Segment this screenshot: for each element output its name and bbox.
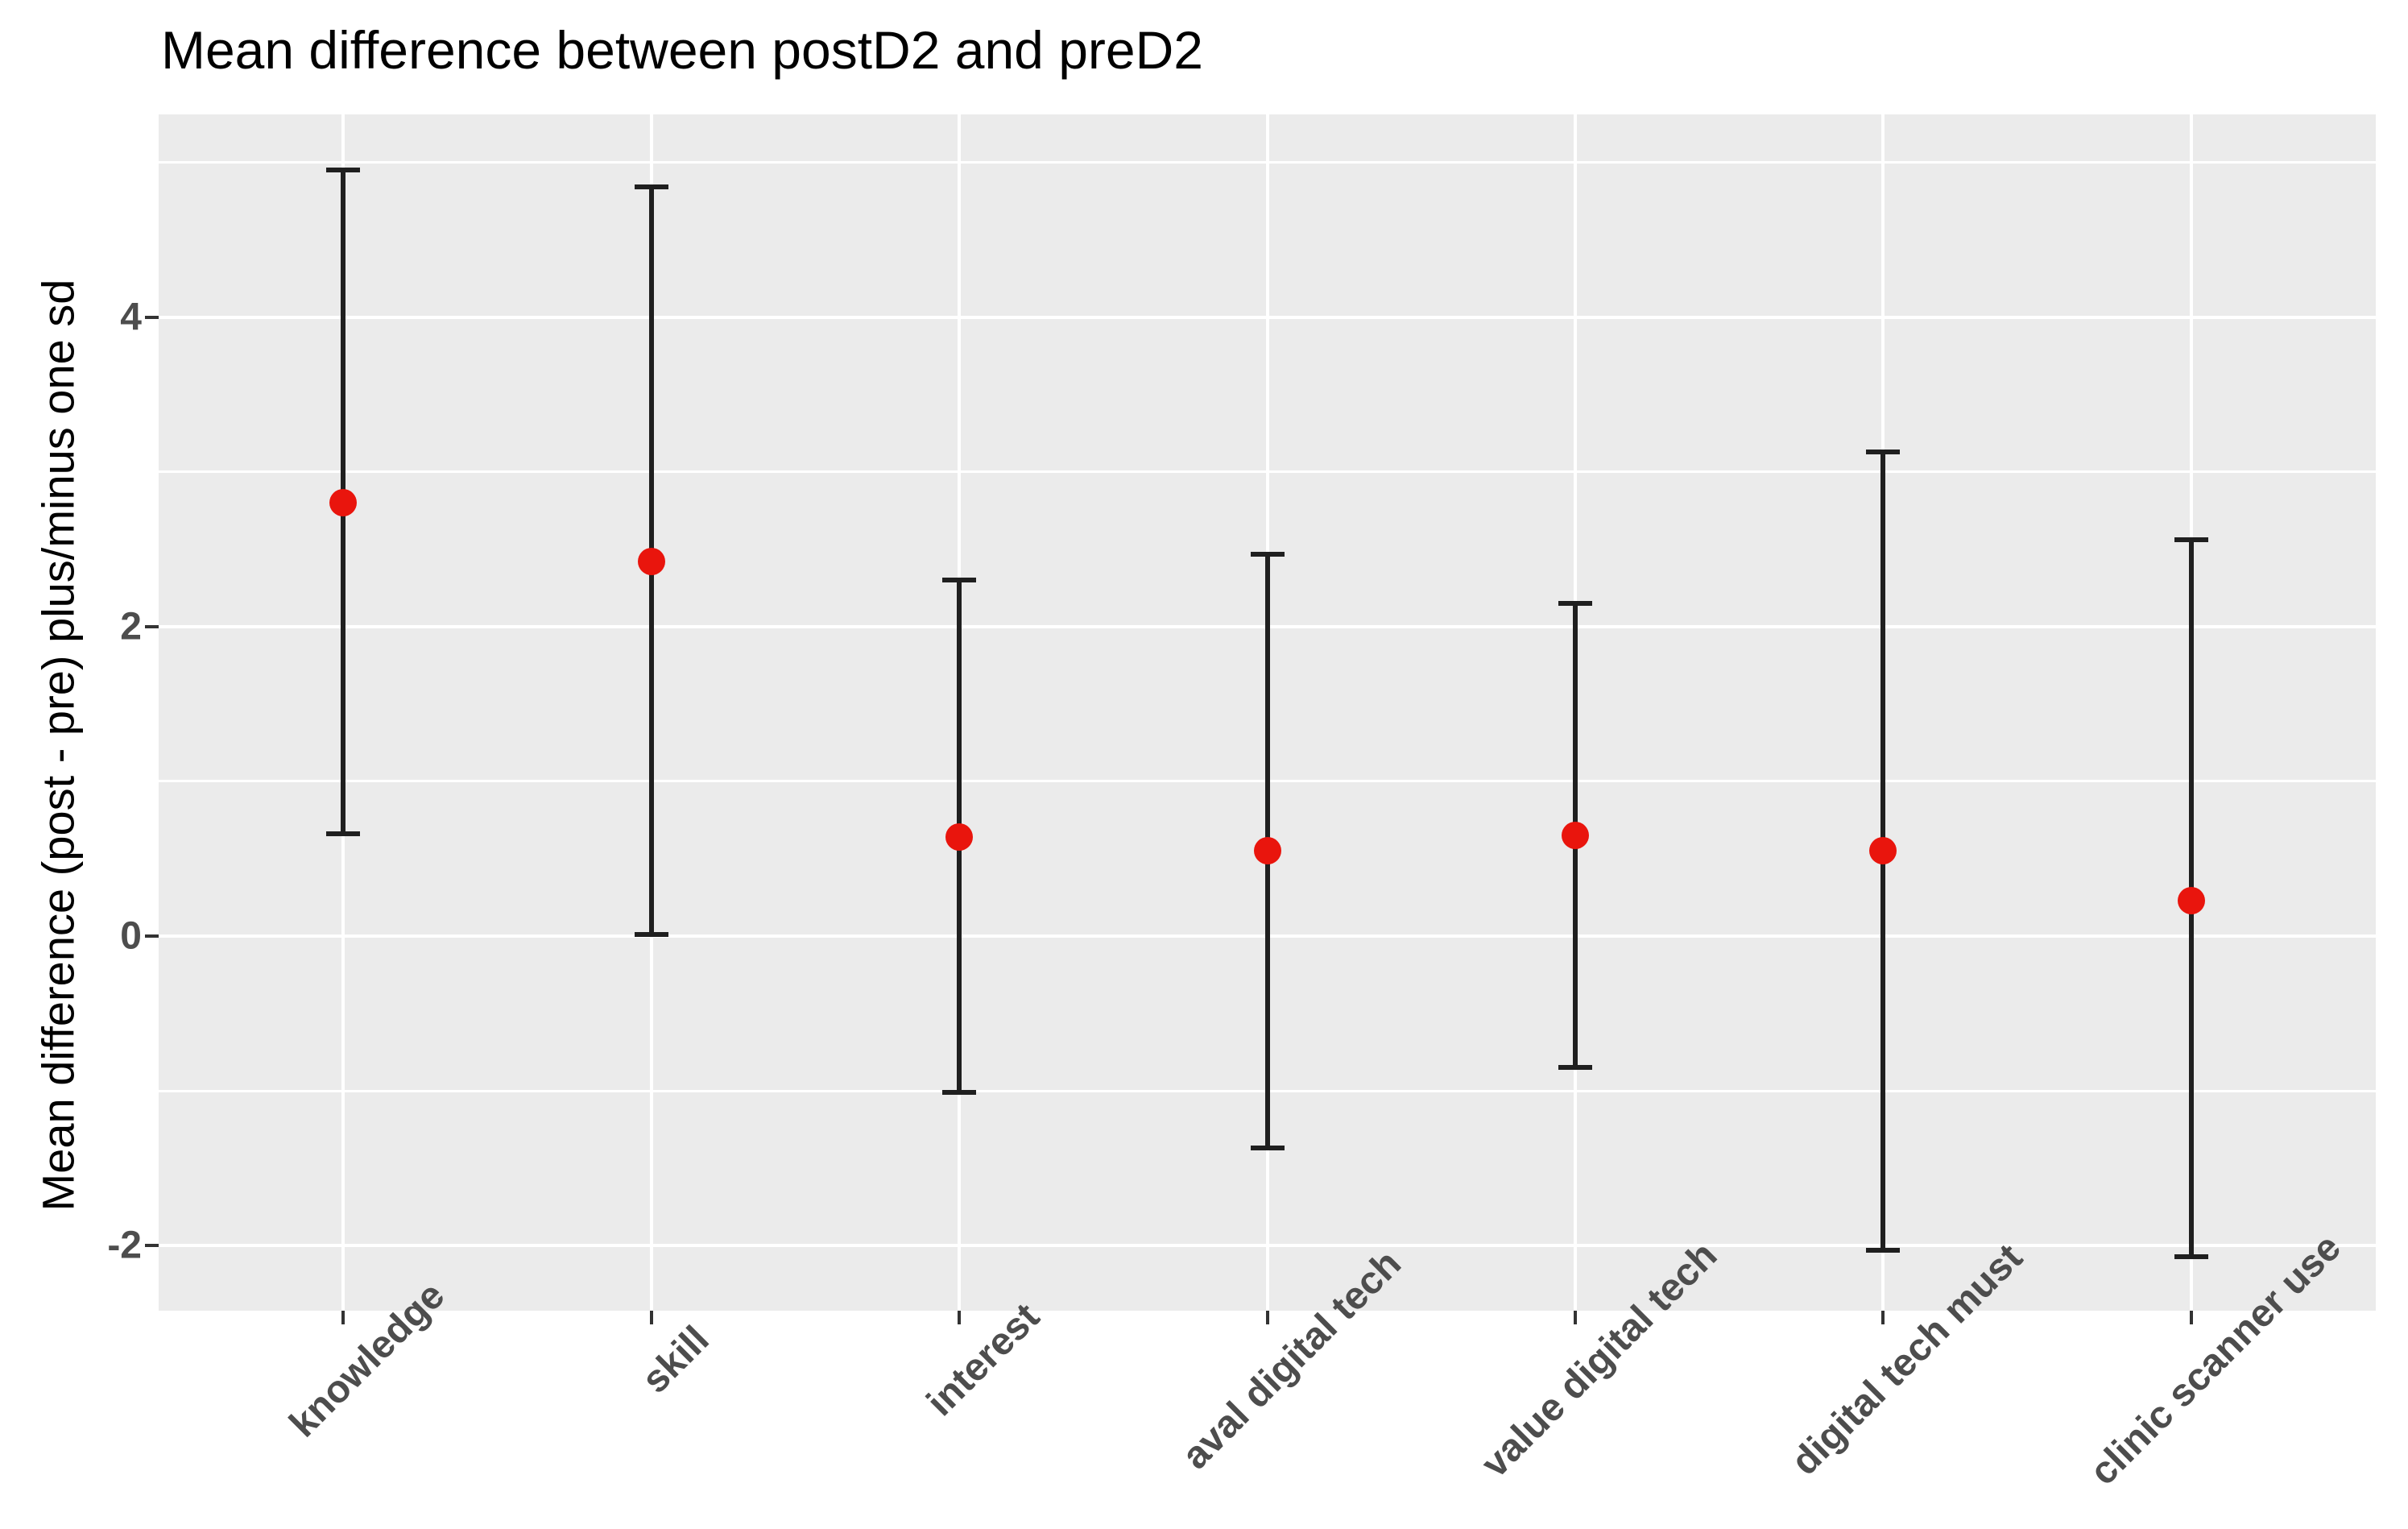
y-tick-mark xyxy=(145,624,159,628)
errorbar-cap-lower xyxy=(942,1090,977,1096)
errorbar-cap-lower xyxy=(1558,1065,1592,1071)
errorbar-cap-upper xyxy=(2174,537,2208,543)
y-tick-mark xyxy=(145,315,159,319)
x-tick-mark xyxy=(1573,1311,1577,1324)
data-point-interest xyxy=(945,823,974,852)
x-tick-mark xyxy=(341,1311,345,1324)
y-tick-label: -2 xyxy=(107,1224,142,1267)
errorbar-cap-upper xyxy=(634,184,668,190)
x-tick-label-interest: interest xyxy=(919,1295,1049,1425)
y-tick-label: 0 xyxy=(120,914,142,958)
plot-panel xyxy=(159,114,2376,1311)
errorbar-cap-upper xyxy=(1866,449,1901,454)
data-point-digital-tech-must xyxy=(1869,837,1897,865)
x-tick-label-skill: skill xyxy=(634,1318,718,1402)
y-tick-mark xyxy=(145,934,159,939)
errorbar-cap-lower xyxy=(2174,1253,2208,1259)
errorbar-cap-upper xyxy=(942,578,977,583)
x-tick-mark xyxy=(2189,1311,2193,1324)
chart-title: Mean difference between postD2 and preD2 xyxy=(161,20,1203,80)
errorbar-cap-lower xyxy=(326,831,361,837)
data-point-knowledge xyxy=(329,489,358,517)
errorbar-cap-upper xyxy=(1250,551,1285,557)
y-tick-label: 2 xyxy=(120,605,142,648)
x-tick-mark xyxy=(649,1311,653,1324)
y-tick-mark xyxy=(145,1244,159,1248)
data-point-value-digital-tech xyxy=(1561,822,1589,850)
errorbar-cap-lower xyxy=(1866,1248,1901,1253)
x-tick-mark xyxy=(958,1311,962,1324)
errorbar-cap-upper xyxy=(1558,601,1592,607)
errorbar-cap-lower xyxy=(634,932,668,938)
y-axis-title: Mean difference (post - pre) plus/minus … xyxy=(32,279,84,1212)
errorbar-cap-upper xyxy=(326,168,361,173)
x-tick-mark xyxy=(1265,1311,1269,1324)
data-point-clinic-scanner-use xyxy=(2177,886,2205,914)
y-tick-label: 4 xyxy=(120,296,142,339)
data-point-aval-digital-tech xyxy=(1253,837,1281,865)
x-tick-mark xyxy=(1881,1311,1885,1324)
errorbar-cap-lower xyxy=(1250,1146,1285,1151)
data-point-skill xyxy=(637,548,665,576)
